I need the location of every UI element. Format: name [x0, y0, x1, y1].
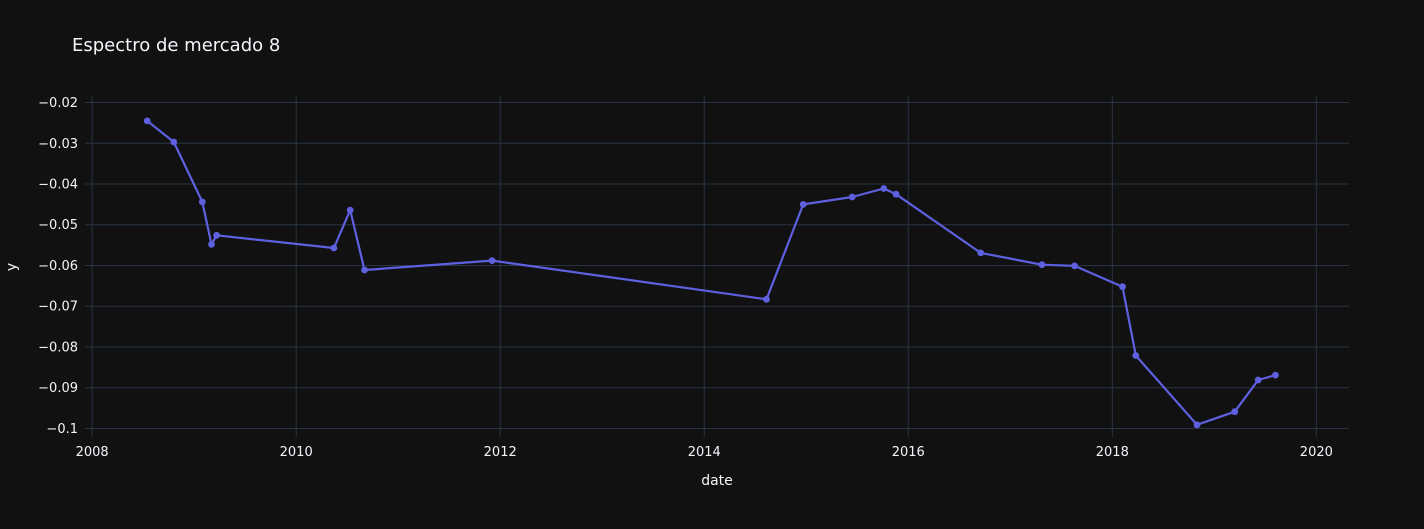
y-tick-label: −0.04	[38, 178, 78, 193]
data-point[interactable]	[1272, 371, 1279, 379]
data-point[interactable]	[213, 231, 221, 239]
data-point[interactable]	[892, 190, 900, 198]
data-point[interactable]	[763, 295, 770, 303]
data-point[interactable]	[1071, 262, 1078, 270]
y-tick-label: −0.06	[38, 259, 78, 274]
x-tick-label: 2018	[1096, 445, 1129, 460]
y-tick-label: −0.07	[38, 300, 78, 315]
y-tick-label: −0.03	[38, 137, 78, 152]
data-point[interactable]	[361, 266, 368, 274]
data-point[interactable]	[1193, 421, 1201, 429]
data-point[interactable]	[330, 244, 338, 252]
data-point[interactable]	[143, 117, 151, 125]
data-point[interactable]	[1132, 352, 1140, 359]
chart-title: Espectro de mercado 8	[72, 35, 280, 56]
data-point[interactable]	[848, 193, 856, 201]
x-tick-label: 2010	[280, 445, 313, 460]
x-tick-label: 2014	[688, 445, 721, 460]
y-tick-label: −0.1	[46, 422, 78, 437]
data-point[interactable]	[799, 201, 807, 208]
data-point[interactable]	[346, 206, 354, 214]
data-point[interactable]	[208, 240, 215, 248]
x-tick-label: 2016	[892, 445, 925, 460]
series-layer	[143, 117, 1279, 429]
y-axis-title: y	[4, 263, 20, 271]
grid-layer	[85, 96, 1349, 437]
y-tick-label: −0.02	[38, 96, 78, 111]
y-tick-label: −0.09	[38, 381, 78, 396]
data-point[interactable]	[1038, 261, 1046, 269]
y-tick-label: −0.08	[38, 340, 78, 355]
plot-area[interactable]	[85, 96, 1349, 437]
x-tick-label: 2020	[1300, 445, 1333, 460]
y-tick-label: −0.05	[38, 218, 78, 233]
data-point[interactable]	[1231, 408, 1239, 416]
data-point[interactable]	[880, 185, 888, 192]
data-point[interactable]	[170, 138, 178, 146]
data-point[interactable]	[198, 198, 206, 206]
x-tick-label: 2008	[76, 445, 109, 460]
x-axis-title: date	[701, 473, 733, 489]
x-tick-label: 2012	[484, 445, 517, 460]
axis-tick-labels: 2008 2010 2012 2014 2016 2018 2020 −0.02 −0.03 −0…	[38, 96, 1333, 460]
data-point[interactable]	[1254, 376, 1262, 384]
data-point[interactable]	[977, 249, 985, 257]
data-point[interactable]	[488, 257, 496, 264]
data-point[interactable]	[1119, 283, 1126, 291]
